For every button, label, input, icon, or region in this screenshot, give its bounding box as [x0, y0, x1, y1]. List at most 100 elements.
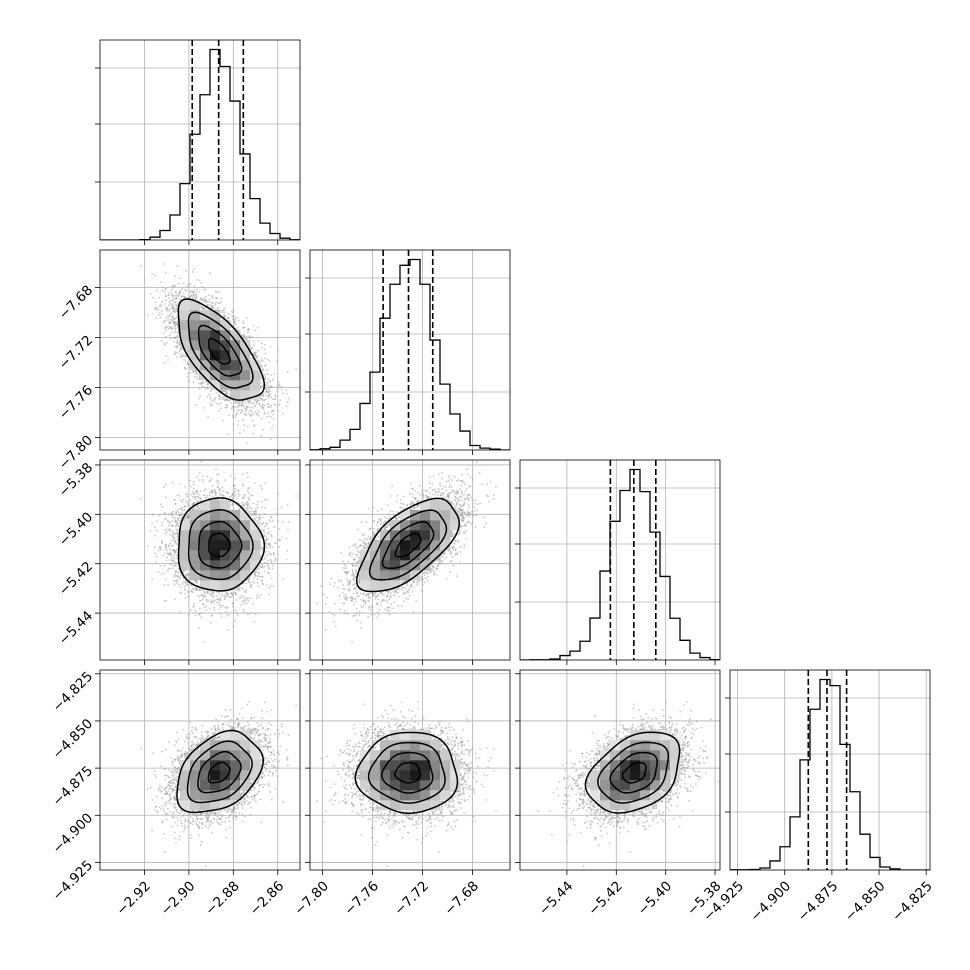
sample-point [487, 495, 489, 498]
density-bin [190, 330, 201, 341]
sample-point [357, 556, 359, 559]
sample-point [253, 405, 256, 408]
sample-point [177, 332, 180, 334]
density-bin [190, 530, 201, 541]
sample-point [451, 555, 454, 558]
sample-point [428, 482, 431, 484]
contour-level-2 [187, 509, 254, 581]
sample-point [212, 489, 215, 491]
sample-point [285, 537, 288, 540]
sample-point [166, 341, 168, 344]
sample-point [234, 318, 236, 321]
sample-point [343, 564, 346, 566]
sample-point [225, 836, 228, 839]
sample-point [228, 721, 231, 724]
sample-point [449, 570, 451, 573]
density-bin [210, 500, 221, 511]
sample-point [226, 433, 229, 436]
sample-point [450, 559, 453, 562]
density-bin [210, 530, 221, 541]
sample-point [324, 629, 327, 631]
histogram-panel-1 [305, 249, 511, 455]
sample-point [232, 309, 235, 311]
sample-point [267, 378, 270, 381]
sample-point [204, 592, 206, 594]
sample-point [217, 480, 220, 482]
sample-point [377, 613, 380, 616]
sample-point [217, 597, 219, 600]
sample-point [245, 337, 247, 340]
sample-point [259, 485, 262, 488]
sample-point [445, 480, 448, 483]
sample-point [232, 592, 234, 595]
sample-point [207, 600, 210, 603]
sample-point [184, 581, 187, 584]
sample-point [266, 562, 269, 565]
sample-point [247, 502, 250, 505]
sample-point [174, 328, 177, 331]
sample-point [207, 811, 209, 814]
sample-point [175, 569, 177, 572]
sample-point [176, 323, 179, 326]
sample-point [285, 389, 288, 392]
sample-point [270, 410, 273, 413]
sample-point [252, 413, 255, 415]
sample-point [254, 512, 256, 515]
sample-point [379, 591, 382, 594]
sample-point [243, 611, 245, 613]
sample-point [178, 494, 181, 497]
sample-point [197, 507, 200, 510]
sample-point [334, 614, 336, 617]
sample-point [267, 572, 270, 575]
sample-point [212, 306, 215, 309]
sample-point [423, 572, 426, 574]
sample-point [263, 513, 266, 515]
sample-point [183, 358, 185, 361]
density-bin [360, 580, 371, 591]
sample-point [250, 507, 253, 510]
sample-point [175, 293, 178, 296]
density-bin [220, 320, 231, 331]
density-bin [240, 340, 251, 351]
sample-point [169, 512, 172, 515]
density-bin [210, 310, 221, 321]
sample-point [458, 530, 461, 533]
sample-point [252, 798, 254, 801]
sample-point [234, 619, 237, 622]
sample-point [170, 802, 173, 805]
sample-point [236, 614, 239, 617]
density-bin [380, 540, 391, 551]
sample-point [264, 383, 267, 386]
sample-point [258, 790, 260, 793]
density-bin [410, 550, 421, 561]
sample-point [233, 322, 236, 325]
sample-point [268, 586, 271, 589]
sample-point [268, 360, 271, 362]
sample-point [176, 557, 178, 559]
sample-point [225, 595, 228, 598]
sample-point [187, 591, 190, 594]
sample-point [424, 570, 427, 573]
sample-point [422, 494, 425, 497]
sample-point [286, 765, 289, 767]
sample-point [224, 390, 226, 393]
sample-point [192, 297, 194, 300]
sample-point [211, 590, 214, 593]
sample-point [201, 385, 204, 388]
sample-point [407, 598, 409, 601]
sample-point [181, 506, 184, 509]
sample-point [189, 609, 192, 612]
sample-point [171, 530, 174, 533]
sample-point [231, 594, 234, 597]
sample-point [267, 406, 270, 409]
sample-point [252, 779, 254, 782]
sample-point [218, 592, 221, 595]
sample-point [278, 403, 281, 406]
sample-point [171, 303, 174, 306]
sample-point [187, 515, 190, 518]
sample-point [243, 424, 246, 426]
contour-level-0 [394, 532, 422, 558]
sample-point [179, 754, 181, 757]
sample-point [472, 478, 474, 481]
sample-point [433, 493, 436, 496]
